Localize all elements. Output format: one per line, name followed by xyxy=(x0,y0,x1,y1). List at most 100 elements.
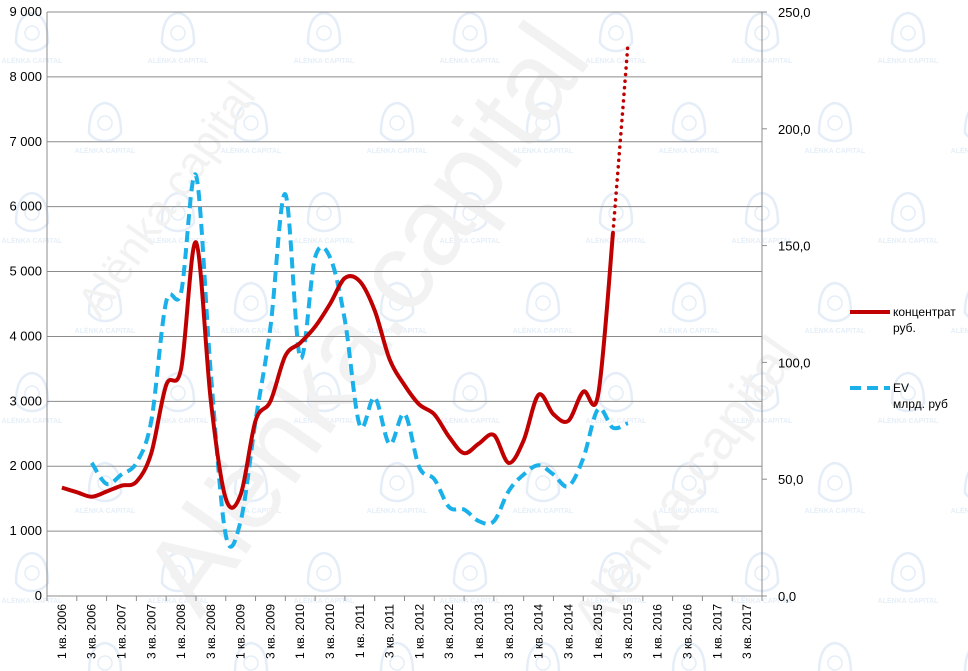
watermark-face-icon xyxy=(24,565,40,581)
watermark-logo: ALËNKA CAPITAL xyxy=(963,650,968,671)
watermark-face-icon xyxy=(243,115,259,131)
y-left-tick-label: 2 000 xyxy=(9,458,42,473)
watermark-logo: ALËNKA CAPITAL xyxy=(440,11,501,65)
axes xyxy=(46,11,767,601)
watermark-logo-icon xyxy=(14,551,50,593)
watermark-logo: ALËNKA CAPITAL xyxy=(75,461,136,515)
watermark-face-icon xyxy=(608,25,624,41)
x-tick-label: 3 кв. 2006 xyxy=(85,604,99,659)
watermark-logo: ALËNKA CAPITAL xyxy=(586,551,647,605)
watermark-face-icon xyxy=(170,25,186,41)
watermark-logo: ALËNKA CAPITAL xyxy=(2,371,63,425)
watermark-logo-caption: ALËNKA CAPITAL xyxy=(2,237,63,245)
watermark-logo: ALËNKA CAPITAL xyxy=(367,461,428,515)
y-left-tick-label: 6 000 xyxy=(9,199,42,214)
watermark-logo-icon xyxy=(598,371,634,413)
watermark-logo-caption: ALËNKA CAPITAL xyxy=(2,57,63,65)
x-tick-label: 1 кв. 2014 xyxy=(532,604,546,659)
watermark-logo: ALËNKA CAPITAL xyxy=(294,371,355,425)
watermark-logo-caption: ALËNKA CAPITAL xyxy=(659,507,720,515)
watermark-logo: ALËNKA CAPITAL xyxy=(513,281,574,335)
watermark-logo-icon xyxy=(87,101,123,143)
watermark-logo-icon xyxy=(306,551,342,593)
watermark-logo-caption: ALËNKA CAPITAL xyxy=(513,327,574,335)
watermark-face-icon xyxy=(535,115,551,131)
watermark-logo-caption: ALËNKA CAPITAL xyxy=(148,237,209,245)
watermark-logo-icon xyxy=(379,641,415,671)
watermark-logo: ALËNKA CAPITAL xyxy=(2,551,63,605)
watermark-logo-icon xyxy=(525,281,561,323)
watermark-face-icon xyxy=(827,295,843,311)
watermark-face-icon xyxy=(24,25,40,41)
watermark-face-icon xyxy=(389,655,405,671)
watermark-face-icon xyxy=(827,655,843,671)
y-left-tick-label: 1 000 xyxy=(9,523,42,538)
watermark-logo-caption: ALËNKA CAPITAL xyxy=(221,507,282,515)
watermark-logo-icon xyxy=(306,371,342,413)
watermark-text: Alënka.capital xyxy=(68,73,265,326)
watermark-face-icon xyxy=(827,115,843,131)
x-tick-label: 1 кв. 2012 xyxy=(412,604,426,659)
watermark-logo-icon xyxy=(890,11,926,53)
y-left-tick-label: 9 000 xyxy=(9,4,42,19)
watermark-logo-icon xyxy=(890,191,926,233)
watermark-logo-icon xyxy=(744,371,780,413)
watermark-face-icon xyxy=(389,295,405,311)
watermark-logo: ALËNKA CAPITAL xyxy=(440,191,501,245)
watermark-face-icon xyxy=(462,205,478,221)
watermark-logo: ALËNKA CAPITAL xyxy=(878,191,939,245)
watermark-logo-icon xyxy=(598,191,634,233)
watermark-logo: ALËNKA CAPITAL xyxy=(951,290,968,335)
watermark-logo: ALËNKA CAPITAL xyxy=(586,371,647,425)
watermark-logo-caption: ALËNKA CAPITAL xyxy=(586,57,647,65)
watermark-logo-icon xyxy=(160,191,196,233)
watermark-logo: ALËNKA CAPITAL xyxy=(367,281,428,335)
watermark-logo-icon xyxy=(14,191,50,233)
y-left-tick-label: 8 000 xyxy=(9,69,42,84)
watermark-logo-caption: ALËNKA CAPITAL xyxy=(367,327,428,335)
watermark-logo-caption: ALËNKA CAPITAL xyxy=(75,147,136,155)
watermark-face-icon xyxy=(170,205,186,221)
watermark-logo-caption: ALËNKA CAPITAL xyxy=(878,57,939,65)
x-tick-label: 1 кв. 2008 xyxy=(174,604,188,659)
watermark-logo: ALËNKA CAPITAL xyxy=(817,641,853,671)
watermark-face-icon xyxy=(681,475,697,491)
watermark-logo-caption: ALËNKA CAPITAL xyxy=(75,507,136,515)
watermark-logo-caption: ALËNKA CAPITAL xyxy=(586,237,647,245)
watermark-logo: ALËNKA CAPITAL xyxy=(148,551,209,605)
watermark-logo-icon xyxy=(744,551,780,593)
watermark-logo-caption: ALËNKA CAPITAL xyxy=(221,147,282,155)
watermark-face-icon xyxy=(900,385,916,401)
watermark-face-icon xyxy=(316,25,332,41)
watermark-logo-icon xyxy=(452,191,488,233)
watermark-logo: ALËNKA CAPITAL xyxy=(87,641,123,671)
watermark-logo-icon xyxy=(817,281,853,323)
watermark-logo-caption: ALËNKA CAPITAL xyxy=(2,417,63,425)
x-tick-label: 3 кв. 2016 xyxy=(681,604,695,659)
watermark-logo: ALËNKA CAPITAL xyxy=(233,641,269,671)
series-line-2 xyxy=(90,172,629,549)
watermark-logo-icon xyxy=(744,191,780,233)
x-tick-label: 1 кв. 2011 xyxy=(353,604,367,658)
watermark-logo: ALËNKA CAPITAL xyxy=(2,11,63,65)
watermark-logo: ALËNKA CAPITAL xyxy=(805,461,866,515)
watermark-logo-icon xyxy=(306,191,342,233)
watermark-face-icon xyxy=(681,655,697,671)
watermark-logo: ALËNKA CAPITAL xyxy=(440,551,501,605)
watermark-logo-icon xyxy=(744,11,780,53)
watermark-logo-caption: ALËNKA CAPITAL xyxy=(367,507,428,515)
watermark-logo-icon xyxy=(160,371,196,413)
watermark-logo-icon xyxy=(817,101,853,143)
y-axis-right-ticks: 0,0 50,0 100,0 150,0 200,0 250,0 xyxy=(778,5,811,604)
watermark-logo-icon xyxy=(379,101,415,143)
watermark-logo: ALËNKA CAPITAL xyxy=(221,101,282,155)
legend-label: млрд. руб xyxy=(893,397,948,411)
watermark-face-icon xyxy=(462,385,478,401)
x-tick-label: 3 кв. 2011 xyxy=(383,604,397,658)
y-left-tick-label: 7 000 xyxy=(9,134,42,149)
watermark-logo-caption: ALËNKA CAPITAL xyxy=(513,147,574,155)
watermark-logo: ALËNKA CAPITAL xyxy=(951,470,968,515)
watermark-logo: ALËNKA CAPITAL xyxy=(951,110,968,155)
watermark-logo: ALËNKA CAPITAL xyxy=(659,281,720,335)
x-tick-label: 3 кв. 2010 xyxy=(323,604,337,659)
